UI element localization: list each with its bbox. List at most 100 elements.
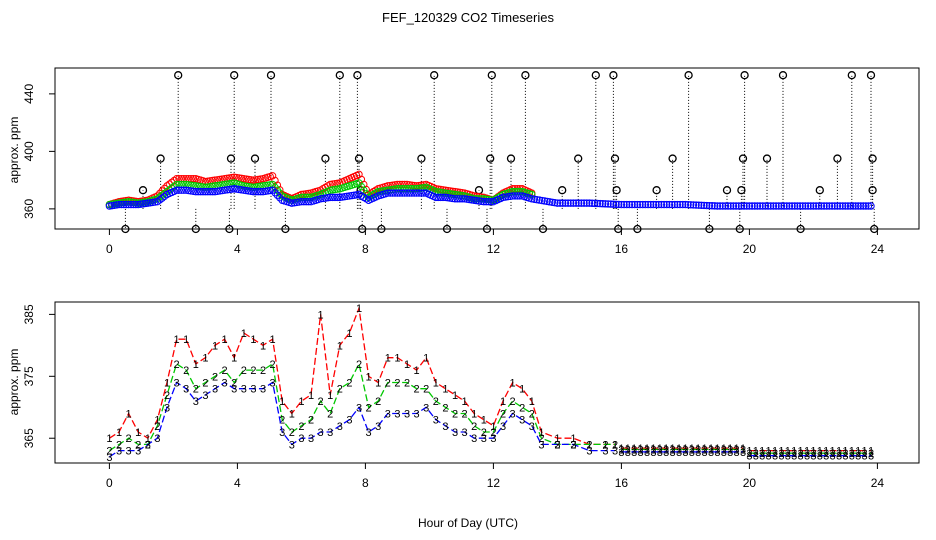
series-2-marker: 2 xyxy=(554,439,560,451)
series-1-point xyxy=(391,181,399,189)
series-3-marker: 3 xyxy=(554,439,560,451)
late-series-1-marker: 1 xyxy=(817,446,823,458)
late-series-2-marker: 2 xyxy=(830,448,836,460)
series-1-point xyxy=(244,175,253,184)
late-series-1-marker: 1 xyxy=(778,446,784,458)
series-2-marker: 2 xyxy=(250,365,256,377)
series-2-marker: 2 xyxy=(164,390,170,402)
series-3-point xyxy=(266,186,274,195)
reference-point xyxy=(737,186,746,195)
reference-point xyxy=(762,154,772,163)
series-3-point xyxy=(139,200,147,208)
series-1-marker: 1 xyxy=(260,340,266,352)
series-2-marker: 2 xyxy=(346,378,352,390)
series-3-point xyxy=(546,198,554,206)
top-y-tick-label: 440 xyxy=(22,84,36,104)
series-3-point xyxy=(793,202,802,210)
series-2-point xyxy=(129,198,138,207)
series-3-point xyxy=(785,202,794,210)
series-1-marker: 1 xyxy=(481,415,487,427)
series-3-point xyxy=(256,187,265,196)
series-3-point xyxy=(703,201,711,210)
series-1-marker: 1 xyxy=(404,359,410,371)
late-series-3-marker: 3 xyxy=(721,447,727,459)
series-2-point xyxy=(453,191,462,199)
series-2-marker: 2 xyxy=(222,365,228,377)
late-series-2-marker: 2 xyxy=(702,444,708,456)
series-3-point xyxy=(501,193,510,201)
series-3-marker: 3 xyxy=(250,384,256,396)
late-series-3-marker: 3 xyxy=(798,451,804,463)
series-3-point xyxy=(132,200,140,209)
series-2-marker: 2 xyxy=(241,365,247,377)
series-2-marker: 2 xyxy=(490,427,496,439)
bottom-x-tick-label: 0 xyxy=(106,476,113,490)
late-series-3-marker: 3 xyxy=(855,451,861,463)
reference-point xyxy=(610,154,620,163)
series-3-point xyxy=(415,189,423,197)
series-3-point xyxy=(663,200,671,209)
series-3-point xyxy=(196,187,205,196)
series-2-marker: 2 xyxy=(231,378,237,390)
series-1-marker: 1 xyxy=(356,303,362,315)
series-2-marker: 2 xyxy=(116,439,122,451)
late-series-3-marker: 3 xyxy=(702,447,708,459)
late-series-3-marker: 3 xyxy=(836,451,842,463)
series-1-point xyxy=(384,182,392,190)
reference-point xyxy=(722,186,732,195)
top-y-tick-label: 400 xyxy=(22,141,36,161)
series-3-point xyxy=(189,187,198,195)
late-series-2-marker: 2 xyxy=(791,448,797,460)
series-3-point xyxy=(735,202,743,210)
reference-point xyxy=(558,186,567,195)
top-y-axis: 360 400 440 xyxy=(22,84,56,219)
series-2-marker: 2 xyxy=(510,396,516,408)
series-2-point xyxy=(244,182,253,191)
series-3-point xyxy=(620,200,628,209)
late-series-3-marker: 3 xyxy=(785,451,791,463)
series-3-point xyxy=(295,198,303,206)
series-3-point xyxy=(206,187,214,196)
series-3-marker: 3 xyxy=(164,402,170,414)
bottom-y-tick-label: 365 xyxy=(22,428,36,448)
series-2-marker: 2 xyxy=(270,359,276,371)
series-3-point xyxy=(350,191,358,199)
reference-point xyxy=(684,71,693,80)
series-2-marker: 2 xyxy=(375,396,381,408)
series-1-point xyxy=(403,180,411,189)
late-series-1-marker: 1 xyxy=(836,446,842,458)
series-3-point xyxy=(719,202,727,210)
series-2-point xyxy=(446,190,454,198)
series-2-point xyxy=(441,189,450,197)
series-1-marker: 1 xyxy=(554,433,560,445)
series-2-point xyxy=(451,190,459,199)
series-2-marker: 2 xyxy=(481,427,487,439)
series-3-point xyxy=(831,202,839,210)
series-1-point xyxy=(230,173,238,181)
late-series-1-marker: 1 xyxy=(791,446,797,458)
late-series-2-marker: 2 xyxy=(657,444,663,456)
series-1-marker: 1 xyxy=(241,328,247,340)
series-3-point xyxy=(408,189,416,197)
series-3-point xyxy=(668,200,676,209)
series-3-point xyxy=(448,194,457,203)
series-2-point xyxy=(513,187,522,196)
series-2-marker: 2 xyxy=(462,408,468,420)
series-3-marker: 3 xyxy=(327,427,333,439)
series-1-point xyxy=(249,176,258,184)
series-3-point xyxy=(345,192,354,200)
late-series-2-marker: 2 xyxy=(804,448,810,460)
series-3-marker: 3 xyxy=(318,427,324,439)
series-1-marker: 1 xyxy=(375,378,381,390)
series-3-point xyxy=(759,202,767,210)
series-2-point xyxy=(165,186,174,194)
series-3-point xyxy=(304,197,313,206)
late-series-2-marker: 2 xyxy=(721,444,727,456)
series-3-point xyxy=(612,200,620,209)
series-3-point xyxy=(398,189,406,197)
series-1-point xyxy=(388,181,397,189)
series-2-marker: 2 xyxy=(289,427,295,439)
series-1-marker: 1 xyxy=(174,334,180,346)
series-3-point xyxy=(559,199,567,207)
series-3-point xyxy=(799,202,807,210)
